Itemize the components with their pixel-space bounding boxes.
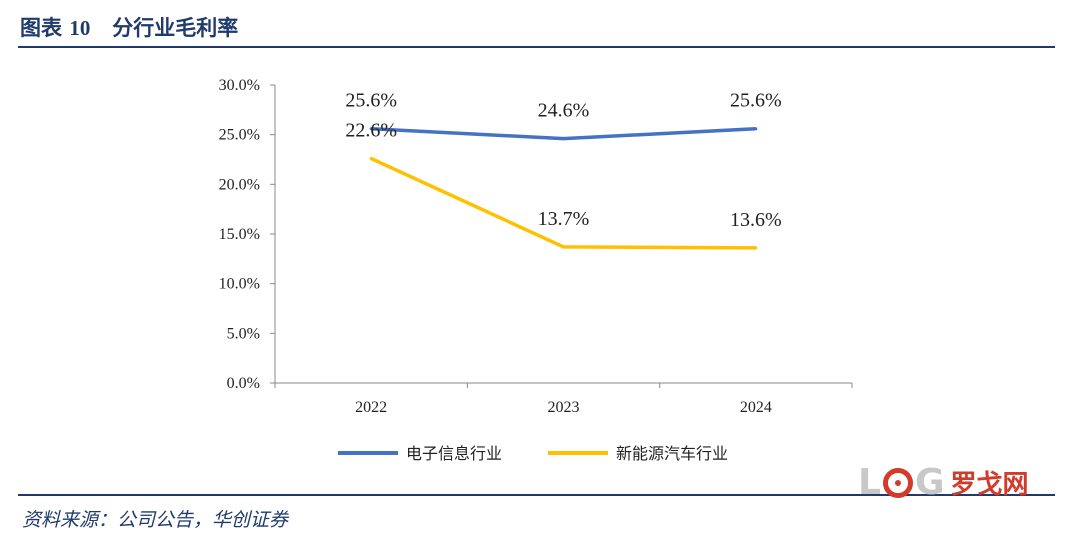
chart-legend: 电子信息行业 新能源汽车行业	[338, 444, 728, 463]
legend-label: 新能源汽车行业	[616, 444, 728, 463]
series-lines	[369, 126, 758, 250]
data-label: 22.6%	[345, 120, 397, 142]
figure-number: 10	[69, 16, 91, 40]
data-labels: 25.6% 24.6% 25.6% 22.6% 13.7% 13.6%	[345, 90, 781, 231]
y-tick-label: 5.0%	[227, 325, 260, 342]
data-point	[562, 137, 565, 141]
watermark-logo: L G 罗戈网	[858, 462, 1029, 503]
figure-title-text: 分行业毛利率	[112, 16, 239, 40]
data-label: 13.6%	[730, 209, 782, 231]
y-tick-label: 25.0%	[219, 127, 260, 144]
x-tick-label: 2024	[740, 399, 772, 416]
y-tick-label: 20.0%	[219, 176, 260, 193]
figure-label: 图表	[20, 16, 62, 40]
y-tick-label: 0.0%	[227, 375, 260, 392]
y-tick-label: 30.0%	[219, 77, 260, 94]
target-icon	[882, 467, 913, 498]
watermark-letter-l: L	[858, 462, 881, 503]
data-point	[369, 157, 373, 161]
data-point	[369, 127, 373, 131]
series-line-2	[370, 156, 756, 250]
figure-title: 图表 10 分行业毛利率	[20, 12, 238, 42]
title-divider	[18, 46, 1055, 48]
x-axis-ticks: 2022 2023 2024	[274, 383, 853, 416]
x-tick-label: 2023	[548, 399, 580, 416]
legend-label: 电子信息行业	[406, 444, 502, 463]
data-label: 25.6%	[730, 90, 782, 112]
source-note: 资料来源：公司公告，华创证券	[22, 509, 289, 531]
data-label: 24.6%	[538, 100, 590, 122]
watermark-brand: 罗戈网	[950, 470, 1029, 500]
y-tick-label: 10.0%	[219, 276, 260, 293]
data-point	[754, 246, 758, 250]
data-label: 25.6%	[345, 90, 397, 112]
data-label: 13.7%	[538, 208, 590, 230]
y-tick-label: 15.0%	[219, 226, 260, 243]
data-point	[562, 245, 565, 249]
data-point	[754, 127, 758, 131]
y-axis-ticks: 0.0% 5.0% 10.0% 15.0% 20.0% 25.0% 30.0%	[219, 77, 275, 392]
x-tick-label: 2022	[355, 399, 387, 416]
watermark-letter-g: G	[914, 462, 945, 503]
source-divider	[18, 494, 1055, 496]
